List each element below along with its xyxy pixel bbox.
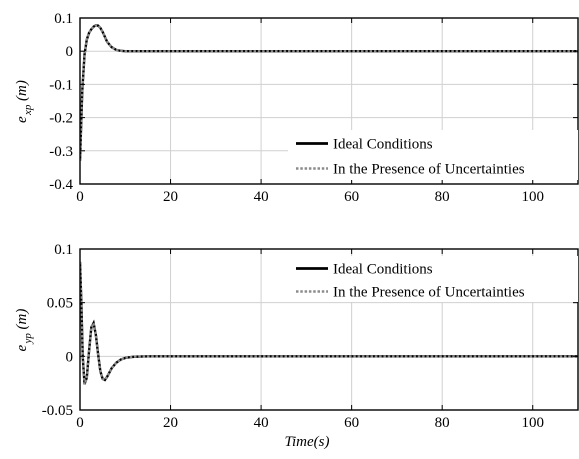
y-axis-label-unit: (m) [14,309,30,330]
y-tick-label: 0.1 [54,11,73,27]
x-tick-label: 40 [254,415,269,431]
y-tick-label: -0.2 [49,111,73,127]
y-tick-label: 0.05 [47,296,73,312]
y-tick-label: -0.1 [49,77,73,93]
y-tick-label: 0 [66,349,74,365]
x-tick-label: 100 [521,189,544,205]
plot-frame [79,17,579,185]
x-tick-label: 60 [344,189,359,205]
y-axis-label: e yp (m) [14,309,34,352]
x-tick-label: 80 [435,415,450,431]
y-axis-label-subscript: xp [22,104,34,116]
y-axis-label: e xp (m) [14,80,34,123]
x-axis-label: Time(s) [285,434,330,450]
legend-label-uncertainties: In the Presence of Uncertainties [333,162,525,178]
legend-background [288,256,578,302]
legend: Ideal Conditions In the Presence of Unce… [288,130,578,180]
y-tick-label: 0.1 [54,242,73,258]
plot-exp: 0 20 40 60 80 100 -0.4 -0.3 -0.2 -0.1 0 0.1 e xp (m… [14,11,579,205]
plot-frame [79,248,579,411]
x-tick-label: 0 [76,189,84,205]
y-axis-label-unit: (m) [14,80,30,101]
series-line-uncertainties [80,24,578,161]
series-line-uncertainties [80,261,578,385]
y-axis-label-main: e [14,116,30,123]
y-tick-label: 0 [66,44,74,60]
legend: Ideal Conditions In the Presence of Unce… [288,256,578,302]
x-tick-label: 20 [163,189,178,205]
y-tick-label: -0.4 [49,177,73,193]
legend-background [288,130,578,180]
legend-label-ideal: Ideal Conditions [333,262,433,278]
y-axis-label-subscript: yp [22,333,34,345]
x-tick-label: 100 [521,415,544,431]
x-tick-label: 60 [344,415,359,431]
x-tick-label: 0 [76,415,84,431]
legend-label-uncertainties: In the Presence of Uncertainties [333,285,525,301]
y-tick-label: -0.05 [42,403,73,419]
x-tick-label: 80 [435,189,450,205]
x-tick-label: 20 [163,415,178,431]
x-tick-label: 40 [254,189,269,205]
y-axis-label-main: e [14,345,30,352]
legend-label-ideal: Ideal Conditions [333,137,433,153]
y-tick-label: -0.3 [49,144,73,160]
